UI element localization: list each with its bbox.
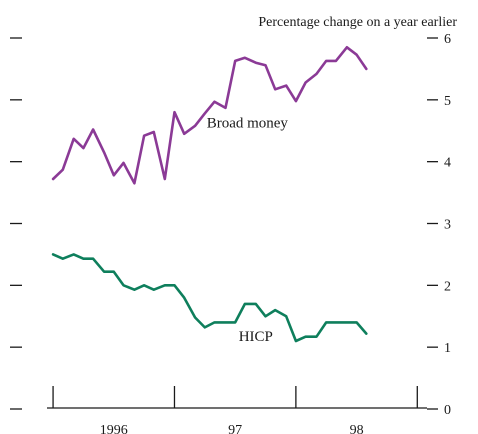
x-tick-label-0: 1996 bbox=[100, 423, 128, 434]
x-tick-label-2: 98 bbox=[350, 423, 364, 434]
series-layer: Broad money HICP bbox=[51, 46, 368, 345]
hicp-label: HICP bbox=[239, 329, 273, 345]
broad-money-line bbox=[51, 46, 368, 185]
chart-subtitle: Percentage change on a year earlier bbox=[258, 15, 457, 30]
broad-money-label: Broad money bbox=[207, 116, 289, 132]
y-tick-label-0: 0 bbox=[444, 403, 451, 418]
y-tick-label-5: 5 bbox=[444, 94, 451, 109]
y-tick-label-4: 4 bbox=[444, 156, 451, 171]
y-tick-label-3: 3 bbox=[444, 218, 451, 233]
left-y-axis bbox=[10, 37, 22, 410]
y-tick-label-6: 6 bbox=[444, 32, 451, 47]
x-tick-label-1: 97 bbox=[228, 423, 242, 434]
x-axis: 1996 97 98 bbox=[47, 386, 427, 434]
hicp-line bbox=[51, 253, 368, 343]
y-tick-label-2: 2 bbox=[444, 279, 451, 294]
right-y-axis: 0 1 2 3 4 5 6 bbox=[427, 32, 451, 418]
y-tick-label-1: 1 bbox=[444, 341, 451, 356]
